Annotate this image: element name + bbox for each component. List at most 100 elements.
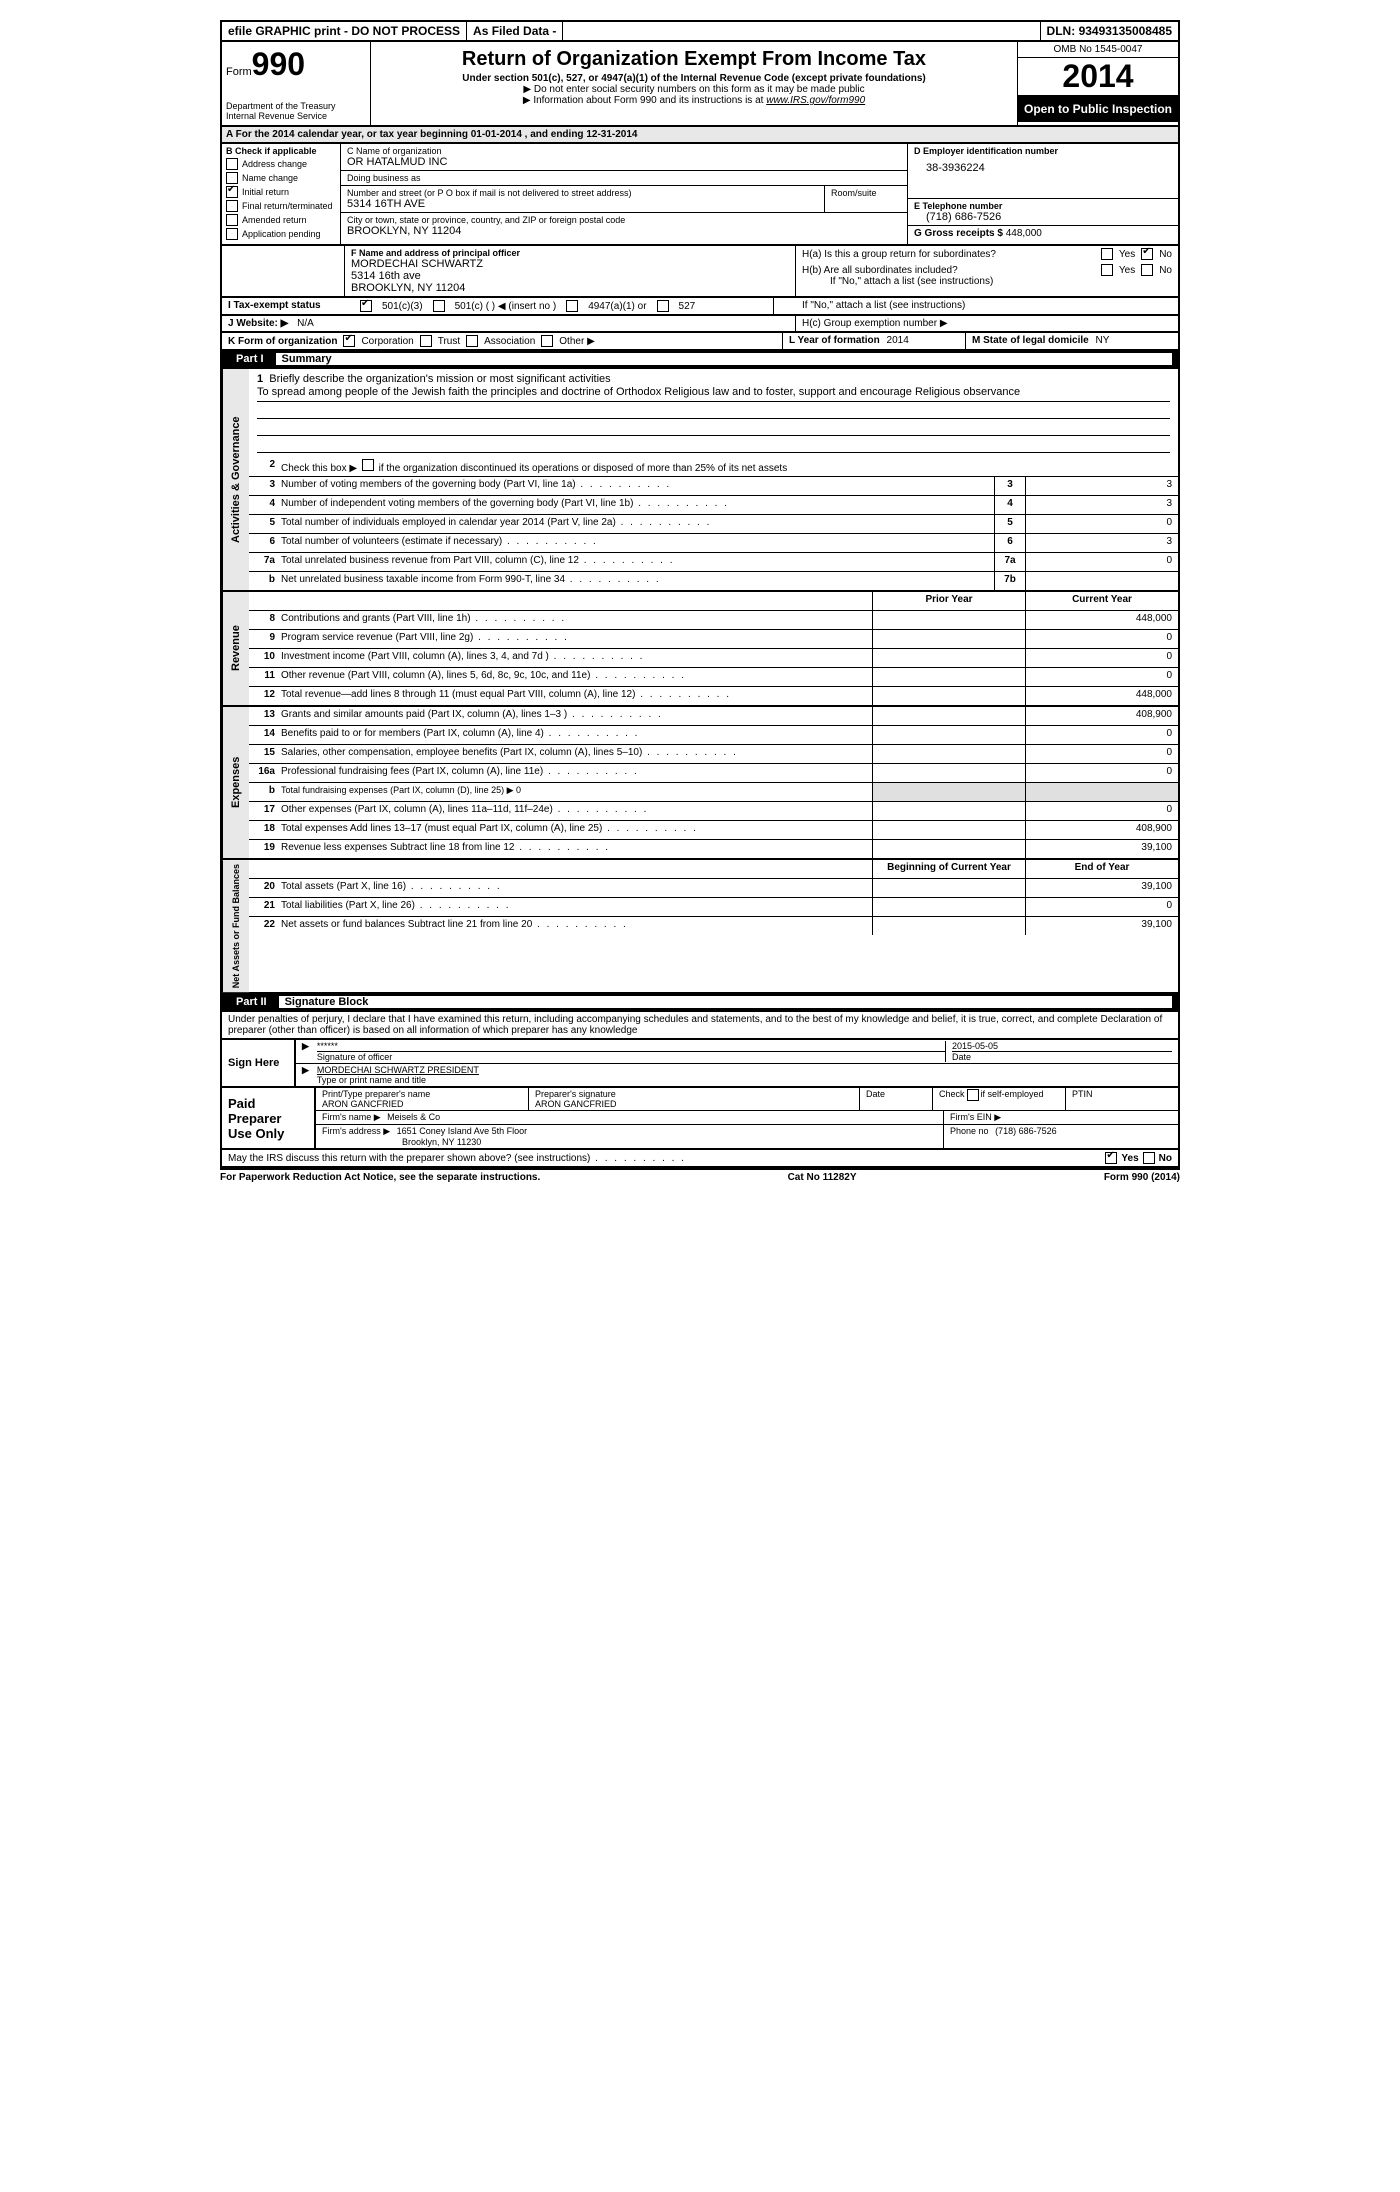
prep-name-label: Print/Type preparer's name xyxy=(322,1089,522,1099)
gov-line-5: 5 Total number of individuals employed i… xyxy=(249,515,1178,534)
prep-phone: (718) 686-7526 xyxy=(995,1126,1057,1136)
firm-name: Meisels & Co xyxy=(387,1112,440,1122)
dba-cell: Doing business as xyxy=(341,171,907,186)
tax-year: 2014 xyxy=(1018,58,1178,96)
info-grid: B Check if applicable Address change Nam… xyxy=(220,144,1180,246)
cb-initial-return[interactable]: Initial return xyxy=(226,186,336,198)
section-f-label: F Name and address of principal officer xyxy=(351,248,789,258)
gov-line-7a: 7a Total unrelated business revenue from… xyxy=(249,553,1178,572)
discuss-no-cb[interactable] xyxy=(1143,1152,1155,1164)
opt-501c: 501(c) ( ) ◀ (insert no ) xyxy=(455,301,557,312)
cb-other[interactable] xyxy=(541,335,553,347)
arrow-icon: ▶ xyxy=(302,1041,309,1062)
form-word: Form xyxy=(226,66,252,78)
section-f: F Name and address of principal officer … xyxy=(345,246,796,296)
hb-yes-cb[interactable] xyxy=(1101,264,1113,276)
cb-label: Initial return xyxy=(242,187,289,197)
phone-value: (718) 686-7526 xyxy=(914,211,1172,223)
ein-cell: D Employer identification number 38-3936… xyxy=(908,144,1178,199)
year-header-row: Prior Year Current Year xyxy=(249,592,1178,611)
dept-treasury: Department of the Treasury xyxy=(226,101,366,111)
line-17: 17 Other expenses (Part IX, column (A), … xyxy=(249,802,1178,821)
ein-label: D Employer identification number xyxy=(914,146,1172,156)
city-value: BROOKLYN, NY 11204 xyxy=(347,225,901,237)
cb-amended[interactable]: Amended return xyxy=(226,214,336,226)
sign-date: 2015-05-05 xyxy=(952,1041,1172,1051)
netassets-section: Net Assets or Fund Balances Beginning of… xyxy=(220,860,1180,994)
beg-year-head: Beginning of Current Year xyxy=(872,860,1025,878)
part-1-title: Summary xyxy=(276,353,1172,365)
officer-addr1: 5314 16th ave xyxy=(351,270,789,282)
cb-trust[interactable] xyxy=(420,335,432,347)
discuss-yes: Yes xyxy=(1121,1153,1138,1164)
ha-no-cb[interactable] xyxy=(1141,248,1153,260)
discuss-row: May the IRS discuss this return with the… xyxy=(220,1150,1180,1168)
cb-final-return[interactable]: Final return/terminated xyxy=(226,200,336,212)
footer-center: Cat No 11282Y xyxy=(788,1172,857,1183)
line2-checkbox[interactable] xyxy=(362,459,374,471)
irs-link[interactable]: www.IRS.gov/form990 xyxy=(766,95,865,106)
cb-527[interactable] xyxy=(657,300,669,312)
prep-date-label: Date xyxy=(860,1088,933,1110)
opt-assoc: Association xyxy=(484,336,535,347)
col-b: B Check if applicable Address change Nam… xyxy=(222,144,341,244)
line-2: 2 Check this box ▶ if the organization d… xyxy=(249,457,1178,477)
cb-corp[interactable] xyxy=(343,335,355,347)
cb-label: Amended return xyxy=(242,215,307,225)
cb-assoc[interactable] xyxy=(466,335,478,347)
net-header-row: Beginning of Current Year End of Year xyxy=(249,860,1178,879)
line-10: 10 Investment income (Part VIII, column … xyxy=(249,649,1178,668)
cb-address-change[interactable]: Address change xyxy=(226,158,336,170)
omb-number: OMB No 1545-0047 xyxy=(1018,42,1178,58)
cb-app-pending[interactable]: Application pending xyxy=(226,228,336,240)
discuss-yes-cb[interactable] xyxy=(1105,1152,1117,1164)
section-l: L Year of formation 2014 xyxy=(782,333,965,349)
section-j-row: J Website: ▶ N/A H(c) Group exemption nu… xyxy=(220,316,1180,333)
cb-label: Application pending xyxy=(242,229,321,239)
section-i-row: I Tax-exempt status 501(c)(3) 501(c) ( )… xyxy=(220,298,1180,316)
opt-corp: Corporation xyxy=(361,336,413,347)
revenue-vert-label: Revenue xyxy=(222,592,249,705)
k-label: K Form of organization xyxy=(228,336,337,347)
header-row: Form990 Department of the Treasury Inter… xyxy=(220,42,1180,127)
mission-blank xyxy=(257,402,1170,419)
spacer-b xyxy=(222,246,345,296)
sig-of-officer-label: Signature of officer xyxy=(317,1051,945,1062)
cb-501c3[interactable] xyxy=(360,300,372,312)
yes-label: Yes xyxy=(1119,249,1135,260)
col-d: D Employer identification number 38-3936… xyxy=(908,144,1178,244)
prep-phone-label: Phone no xyxy=(950,1126,989,1136)
note-info: ▶ Information about Form 990 and its ins… xyxy=(379,95,1009,106)
prior-year-head: Prior Year xyxy=(872,592,1025,610)
mission-blank xyxy=(257,436,1170,453)
gov-line-6: 6 Total number of volunteers (estimate i… xyxy=(249,534,1178,553)
check-text-pre: Check xyxy=(939,1089,965,1099)
tax-status-options: 501(c)(3) 501(c) ( ) ◀ (insert no ) 4947… xyxy=(354,298,773,314)
org-name-label: C Name of organization xyxy=(347,146,901,156)
form-number: 990 xyxy=(252,46,305,82)
sign-date-label: Date xyxy=(952,1051,1172,1062)
cb-501c[interactable] xyxy=(433,300,445,312)
line1-label: Briefly describe the organization's miss… xyxy=(269,373,610,385)
ha-yes-cb[interactable] xyxy=(1101,248,1113,260)
efile-notice: efile GRAPHIC print - DO NOT PROCESS xyxy=(222,22,467,40)
no-label: No xyxy=(1159,249,1172,260)
part-1-header: Part I Summary xyxy=(220,351,1180,369)
governance-section: Activities & Governance 1 Briefly descri… xyxy=(220,369,1180,592)
org-name: OR HATALMUD INC xyxy=(347,156,901,168)
cb-4947[interactable] xyxy=(566,300,578,312)
cb-self-employed[interactable] xyxy=(967,1089,979,1101)
paid-preparer-block: Paid Preparer Use Only Print/Type prepar… xyxy=(220,1088,1180,1150)
line-22: 22 Net assets or fund balances Subtract … xyxy=(249,917,1178,935)
current-year-head: Current Year xyxy=(1025,592,1178,610)
line-11: 11 Other revenue (Part VIII, column (A),… xyxy=(249,668,1178,687)
section-i-label: I Tax-exempt status xyxy=(222,298,354,314)
line-15: 15 Salaries, other compensation, employe… xyxy=(249,745,1178,764)
city-cell: City or town, state or province, country… xyxy=(341,213,907,239)
as-filed-label: As Filed Data - xyxy=(467,22,563,40)
col-b-label: B Check if applicable xyxy=(226,146,336,156)
hb-no-cb[interactable] xyxy=(1141,264,1153,276)
line-16a: 16a Professional fundraising fees (Part … xyxy=(249,764,1178,783)
footer-row: For Paperwork Reduction Act Notice, see … xyxy=(220,1168,1180,1185)
cb-name-change[interactable]: Name change xyxy=(226,172,336,184)
